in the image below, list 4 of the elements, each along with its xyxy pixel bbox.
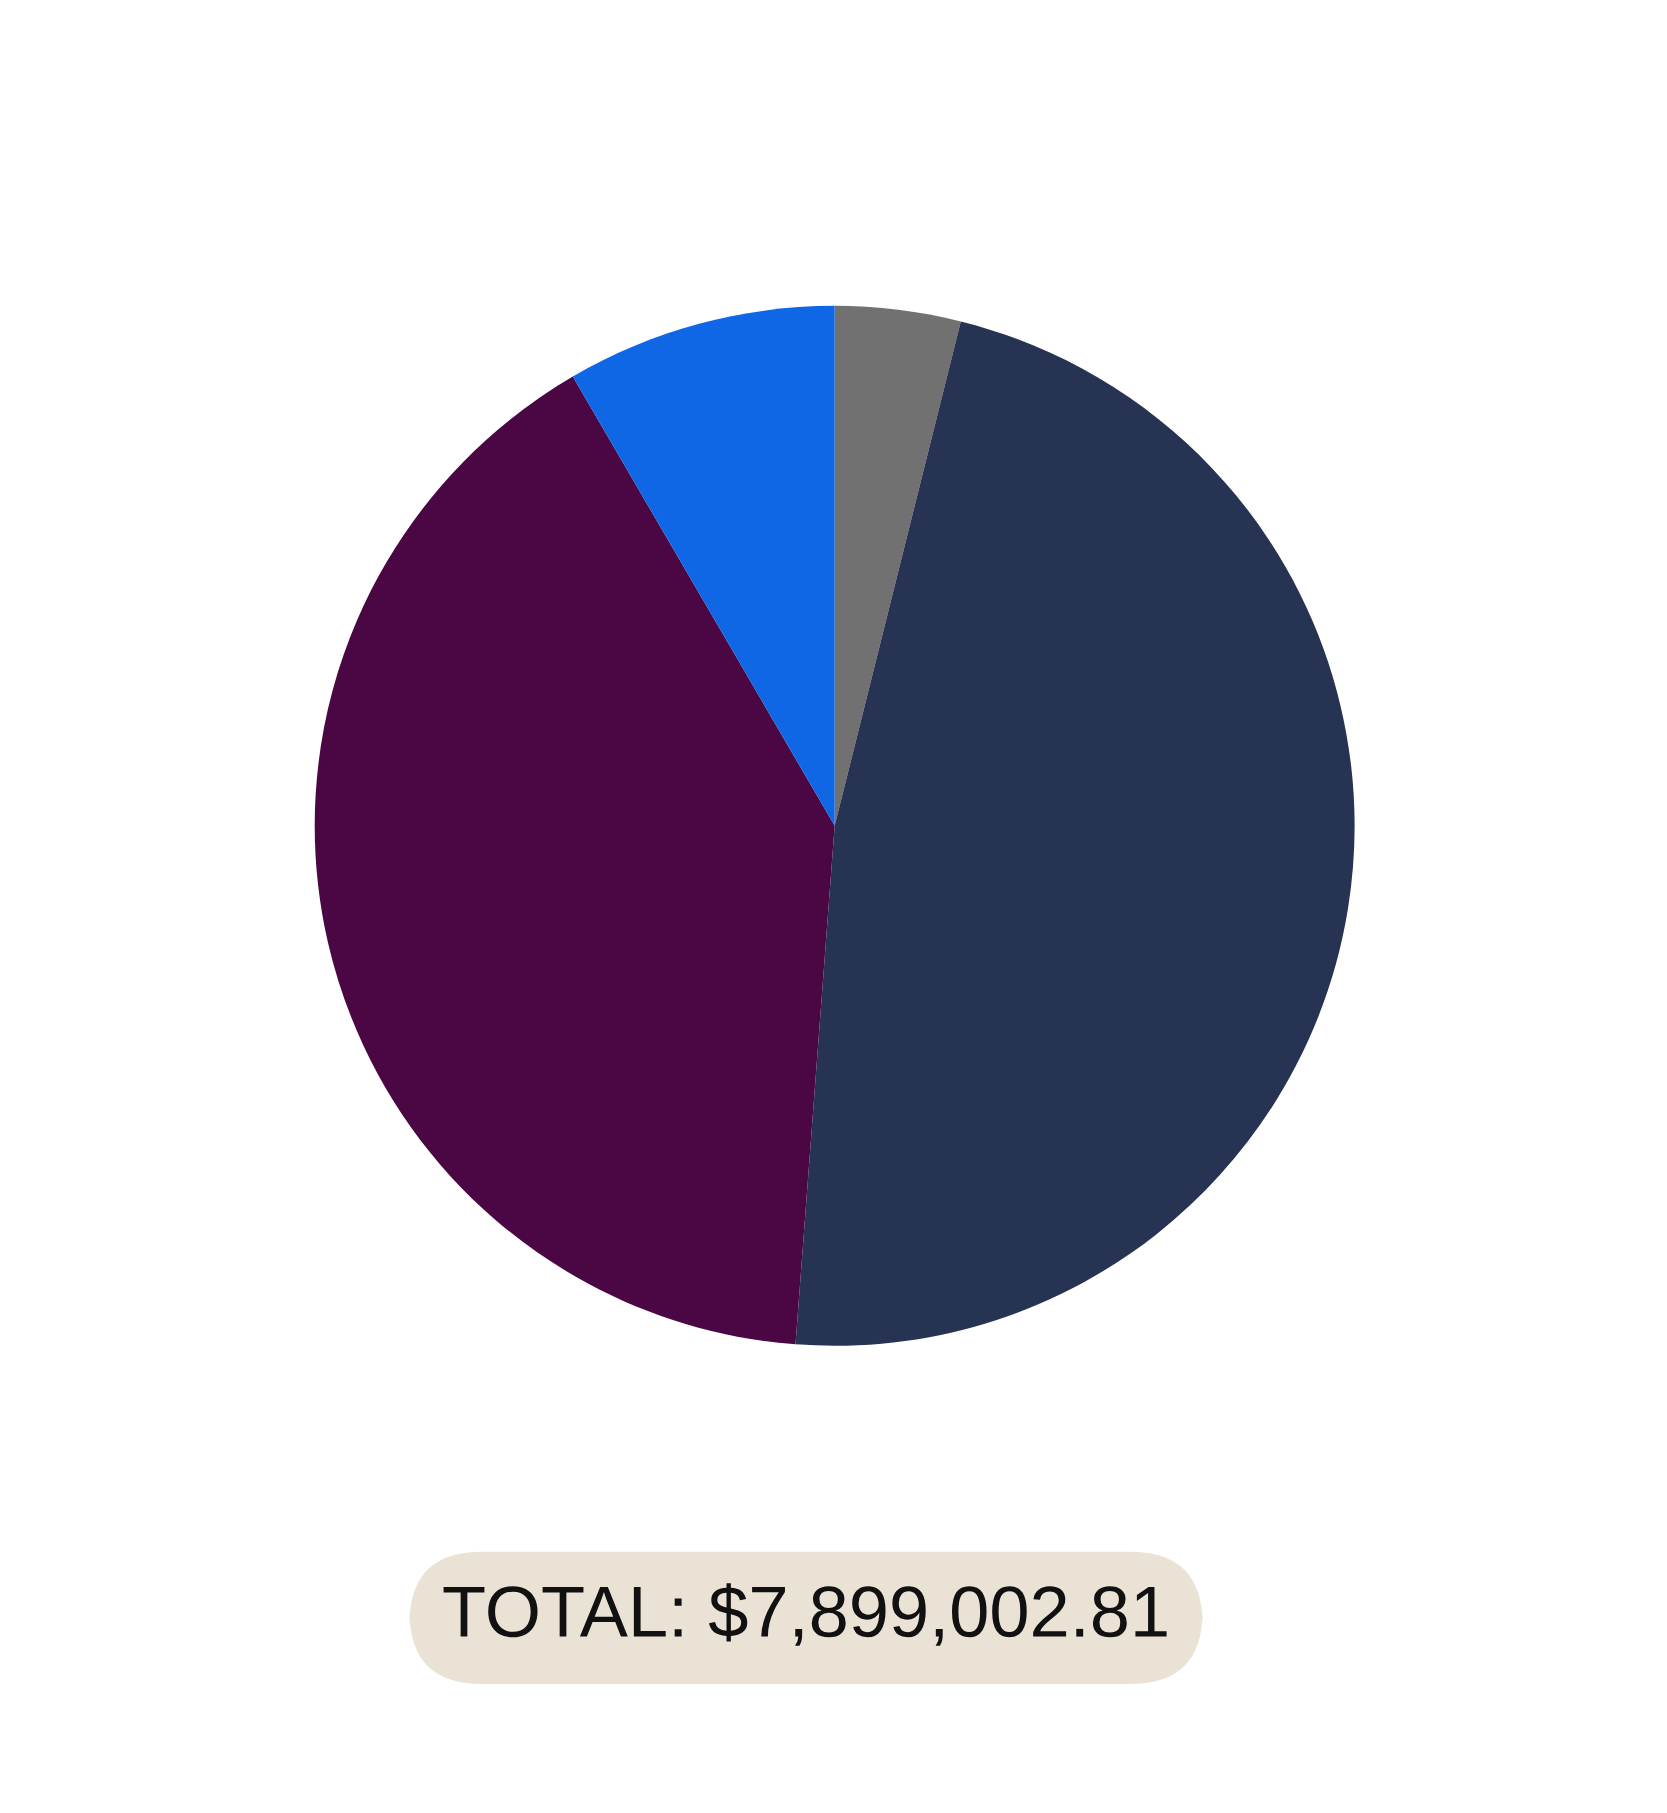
pie-slice	[314, 376, 835, 1345]
pie-slice	[795, 321, 1355, 1346]
text: TOTAL: $7,899,002.81	[443, 1583, 1167, 1646]
pie-slice	[572, 305, 835, 826]
